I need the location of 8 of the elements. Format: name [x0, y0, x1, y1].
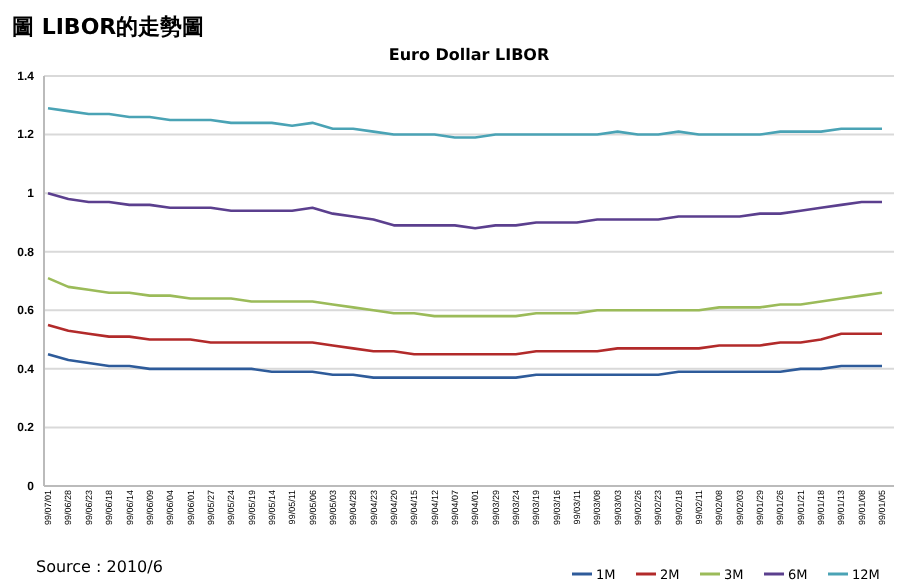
source-note: Source : 2010/6	[36, 558, 163, 576]
line-series	[46, 106, 884, 139]
line-series	[46, 323, 884, 356]
line-series	[46, 191, 884, 230]
chart-subtitle: Euro Dollar LIBOR	[388, 46, 550, 64]
line-series	[46, 352, 884, 379]
line-series	[46, 276, 884, 318]
chart-title: 圖 LIBOR的走勢圖	[12, 14, 205, 40]
